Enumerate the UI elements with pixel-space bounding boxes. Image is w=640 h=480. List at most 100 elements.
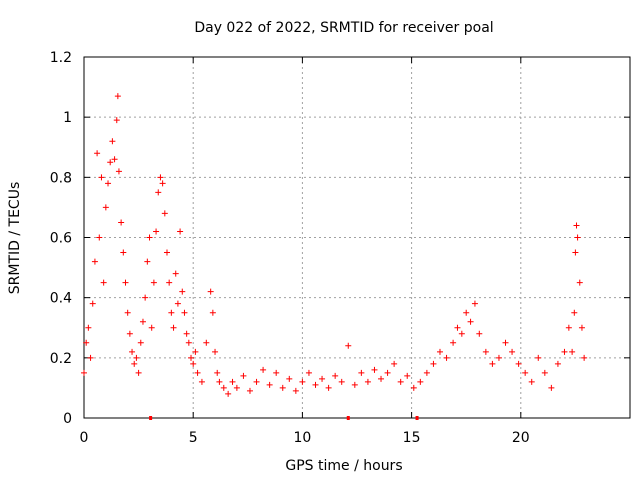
grid: [84, 57, 630, 418]
data-point: [113, 117, 120, 124]
data-point: [569, 348, 576, 355]
data-point: [476, 330, 483, 337]
data-point: [209, 309, 216, 316]
data-point: [129, 348, 136, 355]
data-point: [192, 348, 199, 355]
data-point: [179, 288, 186, 295]
data-point: [144, 258, 151, 265]
chart-title: Day 022 of 2022, SRMTID for receiver poa…: [194, 20, 493, 36]
data-point: [159, 180, 166, 187]
data-point: [81, 369, 87, 376]
data-point: [312, 381, 319, 388]
data-point: [122, 279, 129, 286]
data-point: [371, 366, 378, 373]
data-point: [163, 249, 170, 256]
data-point: [358, 369, 365, 376]
data-point: [345, 342, 352, 349]
x-tick-label: 0: [80, 430, 89, 446]
data-point: [351, 381, 358, 388]
data-point: [216, 378, 223, 385]
y-axis-label: SRMTID / TECUs: [7, 182, 23, 295]
data-points: [81, 93, 588, 397]
data-point: [203, 339, 210, 346]
data-point: [554, 360, 561, 367]
data-point: [471, 300, 478, 307]
data-point: [578, 324, 585, 331]
data-point: [397, 378, 404, 385]
data-point: [148, 324, 155, 331]
data-point: [89, 300, 96, 307]
data-point: [109, 138, 116, 145]
y-tick-label: 1.2: [50, 50, 72, 66]
data-point: [225, 390, 232, 397]
data-point: [174, 300, 181, 307]
data-point: [450, 339, 457, 346]
data-point: [404, 372, 411, 379]
data-point: [273, 369, 280, 376]
y-tick-label: 0: [63, 411, 72, 427]
data-point: [384, 369, 391, 376]
data-point: [185, 339, 192, 346]
data-point: [98, 174, 105, 181]
data-point: [214, 369, 221, 376]
data-point: [325, 384, 332, 391]
axis-markers: [149, 416, 419, 420]
data-point: [155, 189, 162, 196]
axis-marker: [415, 416, 419, 420]
data-point: [502, 339, 509, 346]
data-point: [118, 219, 125, 226]
data-point: [279, 384, 286, 391]
data-point: [286, 375, 293, 382]
data-point: [107, 159, 114, 166]
data-point: [139, 318, 146, 325]
data-point: [410, 384, 417, 391]
data-point: [423, 369, 430, 376]
data-point: [190, 360, 197, 367]
data-point: [124, 309, 131, 316]
data-point: [495, 354, 502, 361]
axis-marker: [149, 416, 153, 420]
data-point: [378, 375, 385, 382]
data-point: [246, 387, 253, 394]
data-point: [207, 288, 214, 295]
data-point: [126, 330, 133, 337]
data-point: [85, 324, 92, 331]
data-point: [87, 354, 94, 361]
data-point: [430, 360, 437, 367]
data-point: [548, 384, 555, 391]
data-point: [161, 210, 168, 217]
data-point: [198, 378, 205, 385]
x-tick-labels: 0 5 10 15 20: [80, 430, 530, 446]
data-point: [454, 324, 461, 331]
data-point: [572, 249, 579, 256]
data-point: [364, 378, 371, 385]
data-point: [105, 180, 112, 187]
data-point: [535, 354, 542, 361]
data-point: [102, 204, 109, 211]
data-point: [436, 348, 443, 355]
data-point: [115, 168, 122, 175]
data-point: [114, 93, 121, 100]
data-point: [150, 279, 157, 286]
axis-marker: [346, 416, 350, 420]
data-point: [391, 360, 398, 367]
y-tick-label: 0.8: [50, 170, 72, 186]
data-point: [120, 249, 127, 256]
x-tick-label: 5: [189, 430, 198, 446]
axis-ticks: [83, 56, 630, 419]
data-point: [338, 378, 345, 385]
x-tick-label: 15: [403, 430, 421, 446]
data-point: [528, 378, 535, 385]
data-point: [332, 372, 339, 379]
x-tick-label: 10: [293, 430, 311, 446]
data-point: [166, 279, 173, 286]
data-point: [172, 270, 179, 277]
data-point: [482, 348, 489, 355]
data-point: [229, 378, 236, 385]
y-tick-label: 0.2: [50, 351, 72, 367]
data-point: [188, 354, 195, 361]
data-point: [212, 348, 219, 355]
data-point: [571, 309, 578, 316]
data-point: [96, 234, 103, 241]
